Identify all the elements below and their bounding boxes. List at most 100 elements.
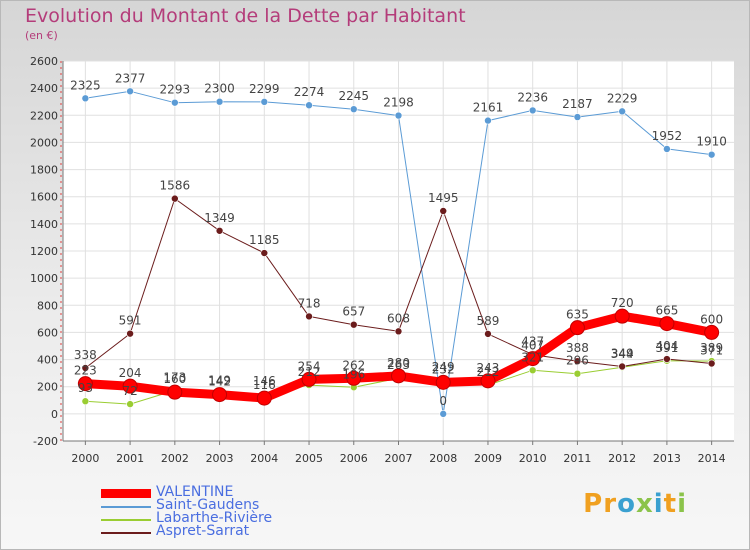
- data-point: [435, 374, 451, 390]
- data-point: [167, 384, 183, 400]
- data-point: [81, 397, 90, 406]
- legend-label: VALENTINE: [156, 484, 234, 500]
- data-label: 116: [253, 378, 276, 392]
- x-tick-label: 2002: [161, 452, 189, 465]
- data-label: 2274: [294, 85, 325, 99]
- data-point: [573, 357, 582, 366]
- brand-letter: x: [635, 489, 654, 519]
- y-tick-label: 400: [37, 354, 58, 367]
- y-tick-label: 600: [37, 326, 58, 339]
- x-tick-label: 2011: [563, 452, 591, 465]
- data-label: 243: [477, 361, 500, 375]
- data-label: 1349: [204, 211, 235, 225]
- data-point: [391, 368, 406, 384]
- data-label: 371: [700, 344, 723, 358]
- brand-letter: r: [603, 489, 618, 519]
- data-point: [569, 320, 585, 336]
- brand-letter: P: [583, 489, 604, 519]
- data-point: [573, 113, 582, 121]
- brand-letter: i: [653, 489, 664, 519]
- x-tick-label: 2008: [429, 452, 457, 465]
- data-point: [126, 329, 134, 338]
- data-point: [707, 359, 716, 368]
- data-label: 263: [387, 358, 410, 372]
- data-point: [439, 207, 448, 215]
- data-label: 321: [521, 350, 544, 364]
- data-label: 2325: [70, 78, 101, 92]
- data-label: 2300: [204, 82, 235, 96]
- data-point: [439, 410, 448, 418]
- y-tick-label: 1400: [30, 218, 58, 231]
- data-label: 391: [655, 341, 678, 355]
- data-point: [215, 97, 224, 106]
- data-point: [346, 370, 362, 386]
- x-tick-label: 2010: [519, 452, 547, 465]
- data-label: 204: [119, 366, 142, 380]
- data-label: 212: [477, 365, 500, 379]
- data-point: [663, 145, 671, 153]
- data-label: 142: [208, 375, 231, 389]
- data-point: [171, 194, 179, 203]
- data-point: [618, 362, 626, 371]
- data-point: [528, 366, 537, 375]
- data-label: 2187: [562, 97, 593, 111]
- data-label: 2161: [473, 101, 504, 115]
- data-label: 589: [477, 314, 500, 328]
- data-point: [212, 387, 228, 403]
- chart-title: Evolution du Montant de la Dette par Hab…: [25, 5, 466, 27]
- y-tick-label: 800: [37, 299, 58, 312]
- data-label: 665: [655, 304, 678, 318]
- y-tick-label: 2200: [30, 109, 58, 122]
- series: [77, 87, 720, 418]
- x-tick-label: 2004: [250, 452, 278, 465]
- data-point: [126, 87, 134, 96]
- data-label: 0: [439, 394, 447, 408]
- data-point: [126, 400, 134, 408]
- legend-swatch: [101, 505, 151, 508]
- y-tick-label: 2600: [30, 55, 58, 68]
- axes: -200020040060080010001200140016001800200…: [30, 55, 734, 465]
- data-point: [260, 98, 269, 106]
- data-label: 2229: [607, 91, 638, 105]
- data-label: 1952: [652, 129, 683, 143]
- x-tick-label: 2012: [608, 452, 636, 465]
- x-tick-label: 2005: [295, 452, 323, 465]
- data-point: [394, 327, 403, 336]
- data-label: 600: [700, 312, 723, 326]
- data-label: 93: [78, 381, 93, 395]
- brand-logo: Proxiti: [583, 489, 687, 519]
- x-tick-label: 2009: [474, 452, 502, 465]
- y-tick-label: 1000: [30, 272, 58, 285]
- data-point: [484, 330, 492, 338]
- data-label: 212: [298, 365, 321, 379]
- data-label: 2293: [160, 83, 191, 97]
- data-point: [618, 107, 626, 116]
- data-label: 608: [387, 311, 410, 325]
- y-tick-label: 1800: [30, 164, 58, 177]
- data-point: [260, 249, 269, 257]
- data-label: 232: [432, 362, 455, 376]
- brand-letter: o: [617, 489, 636, 519]
- x-tick-label: 2014: [698, 452, 726, 465]
- y-tick-label: 0: [51, 408, 58, 421]
- y-tick-label: 2400: [30, 82, 58, 95]
- x-tick-label: 2003: [206, 452, 234, 465]
- data-label: 160: [163, 372, 186, 386]
- legend-label: Labarthe-Rivière: [156, 510, 273, 526]
- x-tick-label: 2013: [653, 452, 681, 465]
- data-point: [122, 378, 138, 394]
- data-point: [305, 101, 313, 110]
- data-label: 1495: [428, 191, 459, 205]
- data-label: 635: [566, 308, 589, 322]
- data-label: 254: [298, 359, 321, 373]
- data-label: 407: [521, 339, 544, 353]
- legend-swatch: [101, 518, 151, 521]
- x-tick-label: 2000: [71, 452, 99, 465]
- legend-label: Aspret-Sarrat: [156, 523, 250, 539]
- data-label: 2299: [249, 82, 280, 96]
- data-point: [349, 105, 358, 113]
- data-label: 344: [611, 347, 634, 361]
